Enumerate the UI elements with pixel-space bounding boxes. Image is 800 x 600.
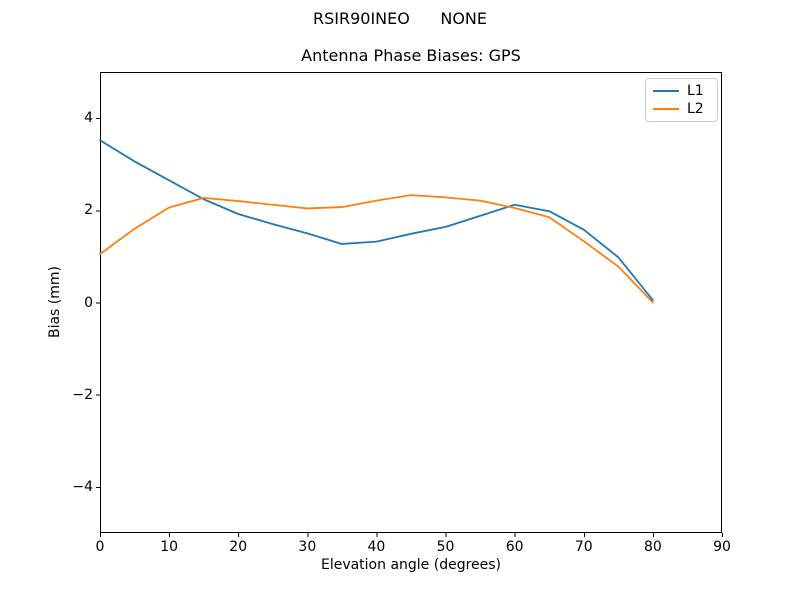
x-tick-label: 70 [574,539,593,555]
plot-border [100,72,722,533]
x-tick-label: 30 [298,539,317,555]
legend-item-l2: L2 [653,102,717,116]
y-axis-label: Bias (mm) [47,265,63,339]
legend-line-swatch [653,89,679,92]
y-tick-label: 4 [84,110,93,127]
legend: L1 L2 [645,78,718,122]
legend-item-l1: L1 [653,84,717,98]
series-line-l2 [99,194,654,304]
x-tick-label: 50 [436,539,455,555]
x-axis-label: Elevation angle (degrees) [320,557,502,573]
x-tick-label: 20 [229,539,248,555]
x-tick-label: 10 [160,539,179,555]
figure-suptitle: RSIR90INEO NONE [312,9,487,28]
x-tick-label: 80 [643,539,662,555]
series-line-l1 [99,139,654,302]
chart-title: Antenna Phase Biases: GPS [301,46,521,65]
legend-line-swatch [653,108,679,111]
y-tick-label: −4 [72,478,93,495]
legend-label: L2 [687,101,704,118]
y-tick-label: 2 [84,202,93,219]
x-tick-label: 60 [505,539,524,555]
x-tick-label: 40 [367,539,386,555]
y-tick-label: 0 [84,294,93,311]
x-tick-label: 90 [713,539,731,555]
y-tick-label: −2 [72,386,93,403]
legend-label: L1 [687,82,704,99]
x-tick-label: 0 [95,539,105,555]
